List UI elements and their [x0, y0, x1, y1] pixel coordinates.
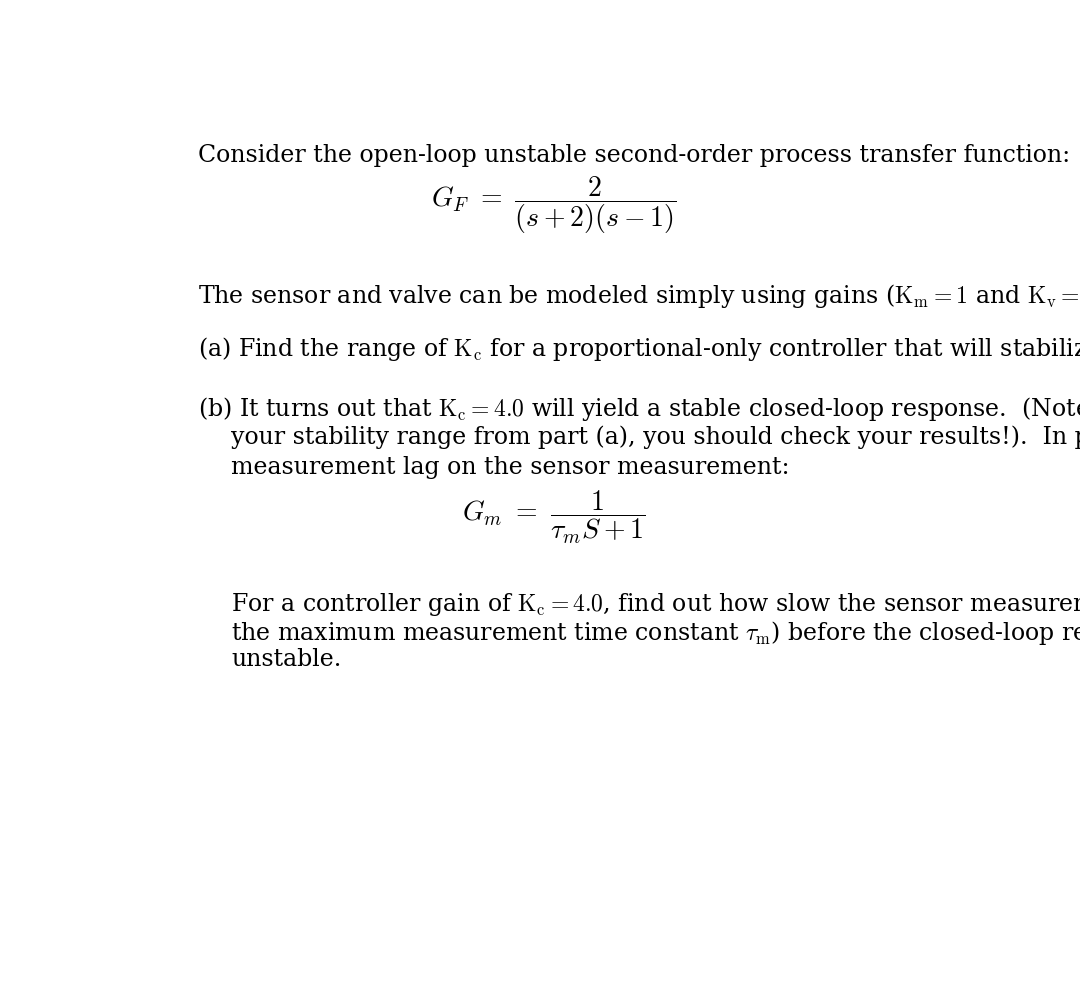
Text: the maximum measurement time constant $\tau_\mathrm{m}$) before the closed-loop : the maximum measurement time constant $\… [231, 619, 1080, 647]
Text: unstable.: unstable. [231, 648, 341, 671]
Text: $G_F \ = \ \dfrac{2}{(s+2)(s-1)}$: $G_F \ = \ \dfrac{2}{(s+2)(s-1)}$ [431, 174, 676, 236]
Text: Consider the open-loop unstable second-order process transfer function:: Consider the open-loop unstable second-o… [198, 144, 1070, 167]
Text: your stability range from part (a), you should check your results!).  In practic: your stability range from part (a), you … [231, 425, 1080, 449]
Text: measurement lag on the sensor measurement:: measurement lag on the sensor measuremen… [231, 456, 789, 479]
Text: (b) It turns out that $\mathrm{K_c} = 4.0$ will yield a stable closed-loop respo: (b) It turns out that $\mathrm{K_c} = 4.… [198, 395, 1080, 422]
Text: (a) Find the range of $\mathrm{K_c}$ for a proportional-only controller that wil: (a) Find the range of $\mathrm{K_c}$ for… [198, 335, 1080, 363]
Text: The sensor and valve can be modeled simply using gains ($\mathrm{K_m} = 1$ and $: The sensor and valve can be modeled simp… [198, 281, 1080, 309]
Text: For a controller gain of $\mathrm{K_c} = 4.0$, find out how slow the sensor meas: For a controller gain of $\mathrm{K_c} =… [231, 590, 1080, 618]
Text: $G_m \ = \ \dfrac{1}{\tau_m S+1}$: $G_m \ = \ \dfrac{1}{\tau_m S+1}$ [462, 489, 645, 546]
